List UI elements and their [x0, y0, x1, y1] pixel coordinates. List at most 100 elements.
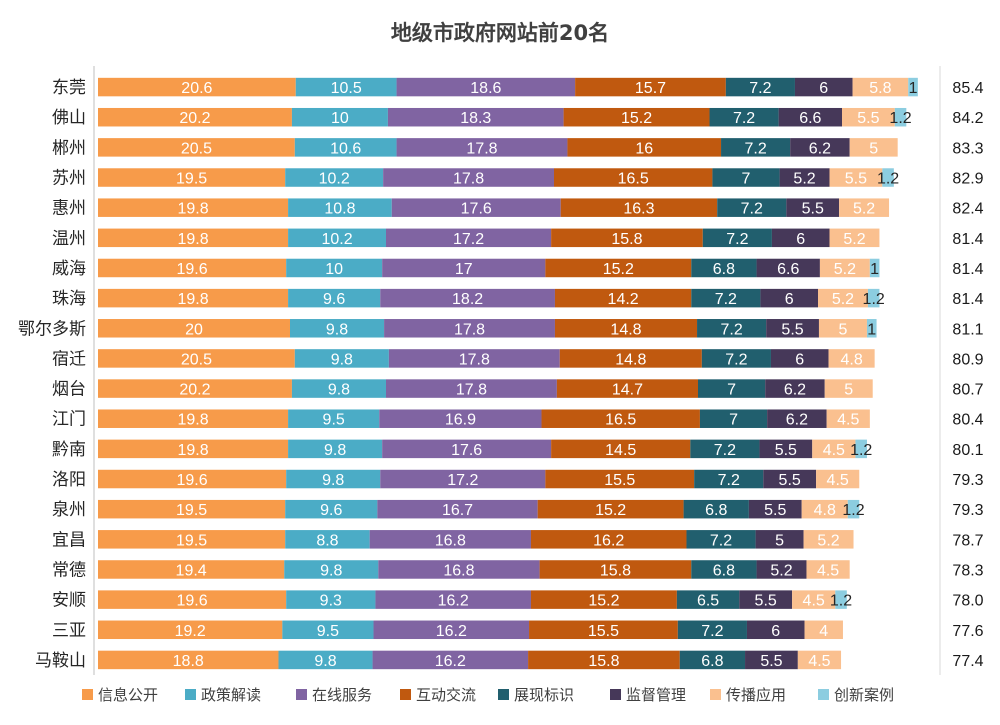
bar-segment	[98, 499, 286, 519]
data-label: 1	[870, 261, 879, 278]
data-label: 17.8	[456, 382, 487, 399]
data-label: 7.2	[749, 80, 771, 97]
legend-swatch	[296, 689, 307, 700]
bar-segment	[721, 138, 791, 157]
data-label: 7.2	[725, 351, 747, 368]
data-label: 16.2	[438, 593, 469, 610]
data-label: 5.2	[834, 261, 856, 278]
data-label: 1	[909, 80, 918, 97]
bar-segment	[849, 138, 898, 157]
data-label: 1.2	[830, 593, 852, 610]
category-label: 佛山	[52, 108, 86, 128]
category-label: 常德	[52, 560, 86, 580]
data-label: 9.8	[326, 321, 348, 338]
bar-segment	[786, 198, 840, 217]
data-label: 18.3	[460, 110, 491, 127]
data-label: 6	[819, 80, 828, 97]
data-label: 15.7	[635, 80, 666, 97]
bar-segment	[790, 138, 850, 157]
bar-segment	[816, 469, 860, 489]
data-label: 9.8	[320, 562, 342, 579]
bar-segment	[98, 560, 285, 579]
data-label: 6.8	[701, 653, 723, 670]
bar-segment	[803, 530, 854, 549]
bar-segment	[801, 499, 848, 519]
data-label: 6.8	[713, 562, 735, 579]
bar-segment	[369, 530, 531, 549]
data-label: 10.2	[319, 171, 350, 188]
data-label: 10.2	[321, 231, 352, 248]
data-label: 5.2	[817, 532, 839, 549]
bar-segment	[282, 620, 374, 640]
data-label: 19.6	[177, 261, 208, 278]
data-label: 9.8	[331, 351, 353, 368]
bar-segment	[288, 198, 392, 217]
data-label: 5.5	[764, 502, 786, 519]
bar-segment	[792, 590, 836, 609]
bar-segment	[375, 590, 531, 609]
bar-segment	[98, 77, 296, 97]
data-label: 5	[775, 532, 784, 549]
data-label: 1.2	[877, 171, 899, 188]
bar-segment	[530, 530, 687, 549]
bar-segment	[806, 560, 850, 579]
bar-segment	[818, 319, 867, 338]
bar-segment	[539, 560, 692, 579]
bar-segment	[818, 288, 868, 308]
bar-segment	[98, 379, 292, 398]
category-label: 苏州	[52, 169, 86, 189]
data-label: 16.2	[593, 532, 624, 549]
data-label: 10.6	[330, 140, 361, 157]
data-label: 7.2	[720, 321, 742, 338]
bar-segment	[285, 499, 378, 519]
bar-segment	[560, 198, 718, 217]
bar-segment	[386, 228, 552, 248]
data-label: 4.5	[817, 562, 839, 579]
bar-segment	[380, 469, 546, 489]
bar-segment	[378, 560, 540, 579]
data-label: 5.5	[845, 171, 867, 188]
bar-segment	[691, 258, 757, 278]
data-label: 5.5	[755, 593, 777, 610]
data-label: 7.2	[710, 532, 732, 549]
bar-segment	[691, 560, 757, 579]
data-label: 7.2	[744, 140, 766, 157]
legend-label: 在线服务	[312, 686, 372, 704]
bar-segment	[290, 319, 385, 338]
bar-segment	[98, 469, 287, 489]
bar-segment	[98, 107, 292, 127]
data-label: 7.2	[741, 201, 763, 218]
legend: 信息公开 政策解读 在线服务 互动交流 展现标识 监督管理 传播应用 创新案例	[82, 686, 894, 704]
bar-segment	[382, 258, 546, 278]
bar-segment	[709, 107, 779, 127]
category-label: 温州	[52, 229, 86, 249]
data-label: 5.2	[843, 231, 865, 248]
data-label: 20.2	[179, 110, 210, 127]
bar-segment	[699, 409, 768, 428]
data-label: 9.8	[324, 442, 346, 459]
total-score: 77.4	[952, 653, 983, 670]
bar-segment	[98, 288, 289, 308]
bar-segment	[286, 469, 381, 489]
data-label: 19.8	[177, 412, 208, 429]
bar-segment	[372, 650, 529, 670]
bar-segment	[869, 258, 880, 278]
bar-segment	[98, 168, 286, 187]
data-label: 4.8	[814, 502, 836, 519]
bar-segment	[384, 319, 555, 338]
data-label: 17.2	[447, 472, 478, 489]
total-score: 82.9	[952, 171, 983, 188]
data-label: 5.5	[775, 442, 797, 459]
bar-segment	[294, 349, 389, 368]
category-label: 江门	[52, 410, 86, 430]
legend-label: 监督管理	[626, 686, 686, 704]
category-label: 宜昌	[52, 530, 86, 550]
data-label: 16.8	[443, 562, 474, 579]
data-label: 4.5	[823, 442, 845, 459]
bar-segment	[291, 379, 386, 398]
bar-segment	[679, 650, 746, 670]
category-label: 珠海	[52, 289, 86, 309]
data-label: 5.8	[869, 80, 891, 97]
data-label: 18.2	[452, 291, 483, 308]
data-label: 16.7	[442, 502, 473, 519]
